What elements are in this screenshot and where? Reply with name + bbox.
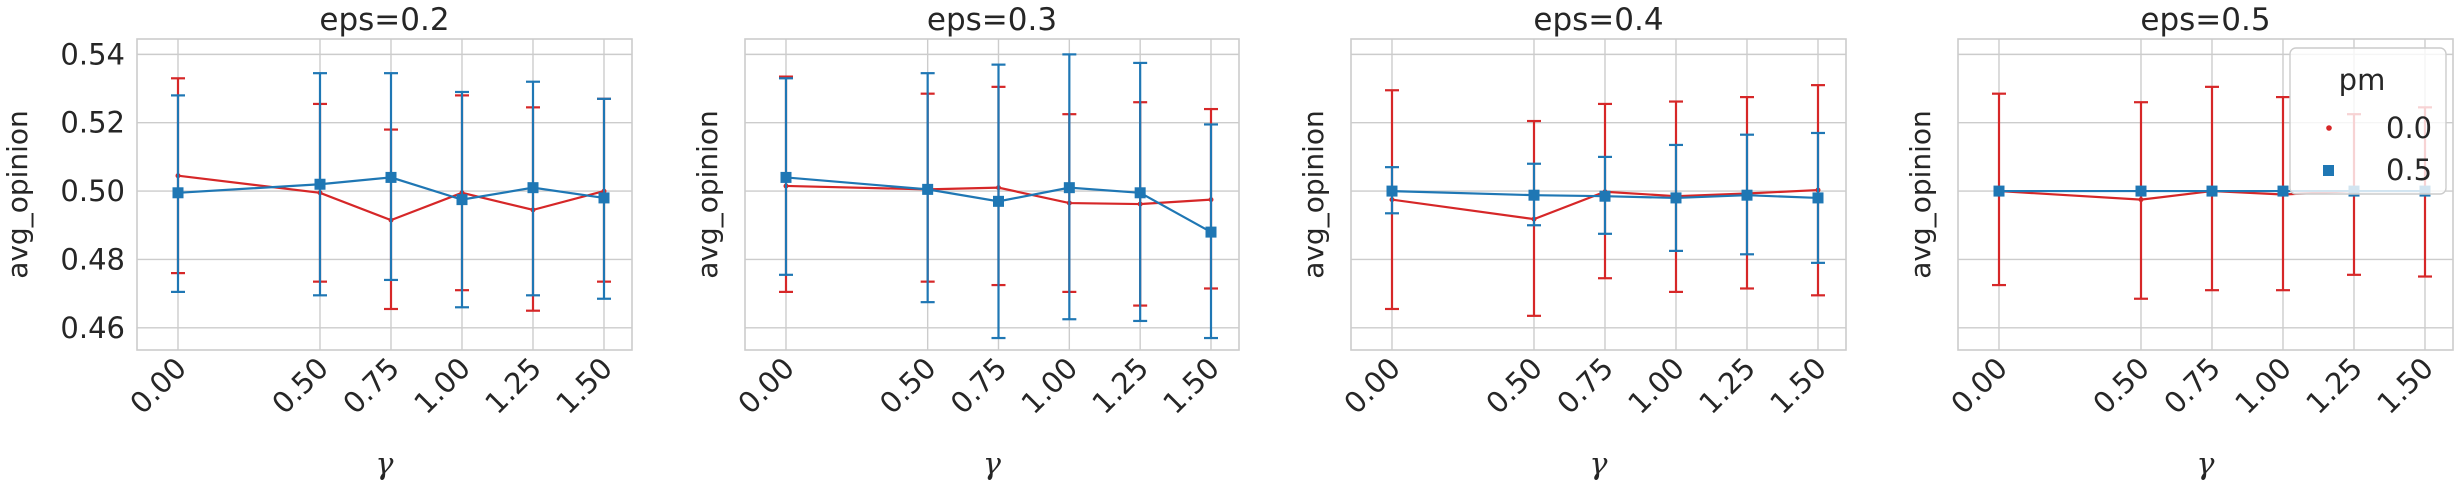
series-line xyxy=(1391,188,1819,221)
x-tick-label: 1.50 xyxy=(549,351,619,421)
data-point-circle xyxy=(2138,197,2144,203)
x-tick-label: 1.50 xyxy=(1156,351,1226,421)
y-tick-label: 0.54 xyxy=(60,37,125,71)
legend-marker-circle xyxy=(2326,125,2332,131)
legend-marker-square xyxy=(2323,165,2334,176)
x-tick-label: 1.00 xyxy=(1621,351,1691,421)
x-tick-label: 0.00 xyxy=(123,351,193,421)
data-point-square xyxy=(1670,192,1682,204)
x-tick-label: 1.25 xyxy=(478,351,548,421)
data-point-square xyxy=(2135,185,2147,197)
y-tick-label: 0.52 xyxy=(60,106,125,140)
data-point-square xyxy=(922,183,934,195)
legend-title: pm xyxy=(2339,63,2386,97)
data-point-square xyxy=(172,187,184,199)
x-tick-label: 0.50 xyxy=(1479,351,1549,421)
x-tick-label: 1.00 xyxy=(407,351,477,421)
plot-area xyxy=(136,38,633,351)
x-axis-label: γ xyxy=(376,447,394,482)
data-point-square xyxy=(1741,189,1753,201)
y-axis-label: avg_opinion xyxy=(1904,110,1937,279)
x-tick-label: 1.50 xyxy=(1763,351,1833,421)
x-axis-label: γ xyxy=(1590,447,1608,482)
data-point-square xyxy=(1063,182,1075,194)
y-axis-label: avg_opinion xyxy=(1297,110,1330,279)
panel-title: eps=0.4 xyxy=(1533,2,1663,38)
x-tick-label: 0.50 xyxy=(2086,351,2156,421)
x-tick-label: 1.25 xyxy=(2299,351,2369,421)
x-tick-label: 0.00 xyxy=(1337,351,1407,421)
plot-area xyxy=(744,38,1240,351)
x-tick-label: 0.75 xyxy=(944,351,1014,421)
y-axis-label: avg_opinion xyxy=(1,110,34,279)
series-pm-0.5 xyxy=(779,53,1218,340)
x-tick-label: 1.25 xyxy=(1692,351,1762,421)
x-axis-label: γ xyxy=(983,447,1001,482)
x-axis-label: γ xyxy=(2197,447,2215,482)
x-tick-label: 0.75 xyxy=(1550,351,1620,421)
panel-title: eps=0.2 xyxy=(319,2,449,38)
data-point-square xyxy=(1386,185,1398,197)
data-point-square xyxy=(456,194,468,206)
y-tick-label: 0.46 xyxy=(60,311,125,345)
legend-label: 0.0 xyxy=(2386,111,2432,145)
legend-box xyxy=(2289,47,2447,195)
panel-2: eps=0.3 avg_opinion 0.00 0.50 0.75 1.00 1.25 1.… xyxy=(691,2,1240,482)
panel-title: eps=0.3 xyxy=(927,2,1057,38)
x-tick-label: 0.50 xyxy=(873,351,943,421)
series-pm-0.5 xyxy=(1385,131,1825,264)
x-tick-label: 1.25 xyxy=(1085,351,1155,421)
data-point-square xyxy=(527,182,539,194)
data-point-square xyxy=(2277,185,2289,197)
legend: pm0.0 0.5 xyxy=(2289,47,2447,195)
x-tick-label: 0.00 xyxy=(731,351,801,421)
y-tick-label: 0.48 xyxy=(60,242,125,276)
data-point-square xyxy=(598,192,610,204)
series-line xyxy=(177,174,605,222)
data-point-square xyxy=(1812,192,1824,204)
data-point-square xyxy=(314,178,326,190)
data-point-square xyxy=(1205,226,1217,238)
panel-title: eps=0.5 xyxy=(2140,2,2270,38)
x-tick-label: 0.75 xyxy=(336,351,406,421)
data-point-square xyxy=(993,195,1004,207)
data-point-square xyxy=(1528,189,1540,201)
series-line xyxy=(1391,189,1819,200)
data-point-square xyxy=(1599,190,1611,202)
series-line xyxy=(785,176,1212,234)
panel-3: eps=0.4 avg_opinion 0.00 0.50 0.75 1.00 1.25 1.… xyxy=(1297,2,1847,482)
y-axis-label: avg_opinion xyxy=(691,110,724,279)
x-tick-label: 0.75 xyxy=(2157,351,2227,421)
data-point-square xyxy=(1993,185,2005,197)
x-tick-label: 1.00 xyxy=(2228,351,2298,421)
data-point-square xyxy=(780,171,792,183)
x-tick-label: 1.00 xyxy=(1015,351,1085,421)
legend-label: 0.5 xyxy=(2386,153,2432,187)
x-tick-label: 0.50 xyxy=(265,351,335,421)
x-tick-label: 1.50 xyxy=(2370,351,2440,421)
data-point-square xyxy=(1134,187,1146,199)
x-tick-label: 0.00 xyxy=(1944,351,2014,421)
data-point-square xyxy=(2206,185,2218,197)
series-line xyxy=(177,176,605,201)
series-pm-0.5 xyxy=(171,72,611,309)
panel-1: eps=0.2 0.46 0.48 0.50 0.52 0.54 avg_opinion 0.… xyxy=(1,2,633,482)
data-point-square xyxy=(385,171,397,183)
y-tick-label: 0.50 xyxy=(60,174,125,208)
